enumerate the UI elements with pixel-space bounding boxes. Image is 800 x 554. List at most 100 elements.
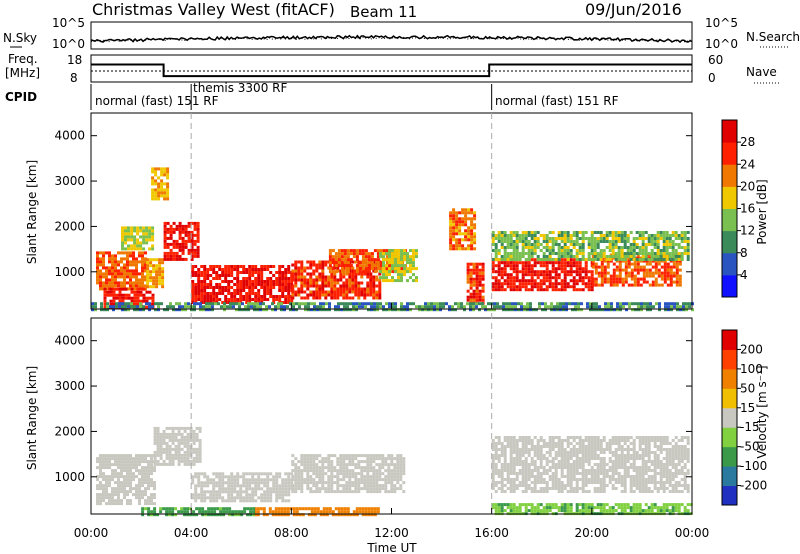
velocity-region-3 — [191, 472, 294, 503]
velocity-colorbar-tick-label: -50 — [740, 440, 760, 454]
x-tick-label: 00:00 — [74, 526, 109, 540]
power-colorbar-swatch — [722, 230, 737, 254]
nave-label: Nave — [746, 65, 777, 79]
power-region-16 — [91, 302, 694, 312]
power-colorbar-tick-label: 8 — [740, 246, 748, 260]
y-tick-label: 4000 — [54, 334, 85, 348]
velocity-colorbar-swatch — [722, 427, 737, 448]
power-colorbar-tick-label: 28 — [740, 135, 755, 149]
power-colorbar-tick-label: 24 — [740, 157, 755, 171]
velocity-panel: 4000 3000 2000 1000 Slant Range [km] — [25, 317, 693, 517]
y-tick-label: 2000 — [54, 219, 85, 233]
velocity-colorbar-tick-label: 15 — [740, 401, 755, 415]
velocity-colorbar-tick-label: -15 — [740, 420, 760, 434]
velocity-region-5 — [491, 436, 690, 493]
velocity-y-ticks: 4000 3000 2000 1000 — [54, 334, 692, 484]
power-colorbar-swatch — [722, 186, 737, 209]
beam-label: Beam 11 — [350, 3, 417, 21]
velocity-colorbar: 200 100 50 15 -15 -50 -100 -200 — [721, 329, 767, 506]
nave-tick-bottom: 0 — [708, 71, 716, 85]
noise-right-tick-bottom: 10^0 — [705, 37, 738, 51]
power-y-ticks: 4000 3000 2000 1000 — [54, 129, 692, 279]
velocity-colorbar-frame — [721, 329, 738, 506]
power-colorbar-tick-label: 4 — [740, 268, 748, 282]
velocity-data-layer — [96, 426, 693, 517]
y-tick-label: 3000 — [54, 379, 85, 393]
power-region-3 — [146, 258, 165, 289]
freq-tick-bottom: 8 — [70, 71, 78, 85]
cpid-segment-1: normal (fast) 151 RF — [95, 94, 219, 108]
x-tick-label: 20:00 — [575, 526, 610, 540]
noise-left-tick-bottom: 10^0 — [52, 37, 85, 51]
time-axis: 00:00 04:00 08:00 12:00 16:00 20:00 00:00 — [74, 303, 709, 540]
power-colorbar: 4 8 12 16 20 24 28 — [721, 119, 755, 298]
power-region-4 — [163, 221, 200, 261]
power-colorbar-tick-label: 20 — [740, 179, 755, 193]
freq-tick-top: 18 — [67, 53, 82, 67]
velocity-colorbar-tick-label: -100 — [740, 459, 767, 473]
velocity-region-8 — [141, 507, 256, 517]
velocity-colorbar-tick-label: 200 — [740, 342, 763, 356]
power-colorbar-tick-label: 16 — [740, 202, 755, 216]
cpid-row: CPID normal (fast) 151 RF themis 3300 RF… — [5, 81, 619, 110]
velocity-colorbar-swatch — [722, 330, 737, 350]
date-label: 09/Jun/2016 — [585, 0, 682, 19]
velocity-colorbar-swatch — [722, 388, 737, 409]
velocity-colorbar-tick-label: 50 — [740, 381, 755, 395]
velocity-region-6 — [253, 507, 380, 517]
power-region-11 — [449, 208, 477, 251]
noise-sky-label: N.Sky — [3, 31, 37, 45]
velocity-colorbar-swatch — [722, 466, 737, 487]
x-axis-label: Time UT — [366, 541, 417, 554]
power-region-15 — [491, 231, 690, 261]
x-tick-label: 04:00 — [174, 526, 209, 540]
noise-panel: N.Sky 10^5 10^0 10^5 10^0 N.Search — [3, 16, 800, 51]
power-region-12 — [466, 262, 485, 305]
velocity-region-4 — [291, 454, 406, 494]
station-title: Christmas Valley West (fitACF) — [92, 0, 335, 19]
power-region-7 — [191, 265, 294, 304]
velocity-region-2 — [153, 426, 202, 466]
freq-label-2: [MHz] — [5, 66, 40, 80]
power-region-1 — [96, 251, 147, 291]
power-y-axis-label: Slant Range [km] — [25, 160, 39, 264]
y-tick-label: 1000 — [54, 265, 85, 279]
power-colorbar-tick-label: 12 — [740, 224, 755, 238]
y-tick-label: 4000 — [54, 129, 85, 143]
freq-panel: Freq. [MHz] 18 8 60 0 Nave — [5, 52, 780, 85]
velocity-colorbar-label: Velocity [m s⁻¹] — [755, 365, 769, 458]
power-colorbar-swatch — [722, 120, 737, 143]
x-tick-label: 12:00 — [374, 526, 409, 540]
velocity-colorbar-tick-label: 100 — [740, 362, 763, 376]
cpid-segment-3: normal (fast) 151 RF — [495, 94, 619, 108]
velocity-colorbar-swatch — [722, 485, 737, 506]
velocity-colorbar-swatch — [722, 446, 737, 467]
power-data-layer — [91, 167, 694, 312]
velocity-colorbar-swatch — [722, 407, 737, 428]
y-tick-label: 2000 — [54, 424, 85, 438]
power-colorbar-swatch — [722, 142, 737, 165]
power-colorbar-swatch — [722, 208, 737, 232]
x-tick-label: 16:00 — [474, 526, 509, 540]
power-panel: 4000 3000 2000 1000 Slant Range [km] — [25, 112, 694, 312]
power-colorbar-swatch — [722, 252, 737, 276]
velocity-colorbar-swatch — [722, 368, 737, 389]
noise-left-tick-top: 10^5 — [52, 16, 85, 30]
velocity-y-axis-label: Slant Range [km] — [25, 366, 39, 470]
x-tick-label: 08:00 — [274, 526, 309, 540]
freq-label-1: Freq. — [8, 52, 38, 66]
power-colorbar-swatch — [722, 274, 737, 298]
power-region-6 — [151, 167, 170, 201]
noise-right-tick-top: 10^5 — [705, 16, 738, 30]
power-region-13 — [491, 258, 594, 292]
y-tick-label: 1000 — [54, 470, 85, 484]
y-tick-label: 3000 — [54, 174, 85, 188]
velocity-region-1 — [96, 454, 156, 506]
power-region-5 — [121, 226, 155, 251]
nave-tick-top: 60 — [708, 53, 723, 67]
noise-search-label: N.Search — [746, 30, 800, 44]
velocity-colorbar-swatch — [722, 349, 737, 370]
cpid-segment-2: themis 3300 RF — [193, 81, 287, 95]
cpid-dashed-lines — [190, 113, 493, 514]
